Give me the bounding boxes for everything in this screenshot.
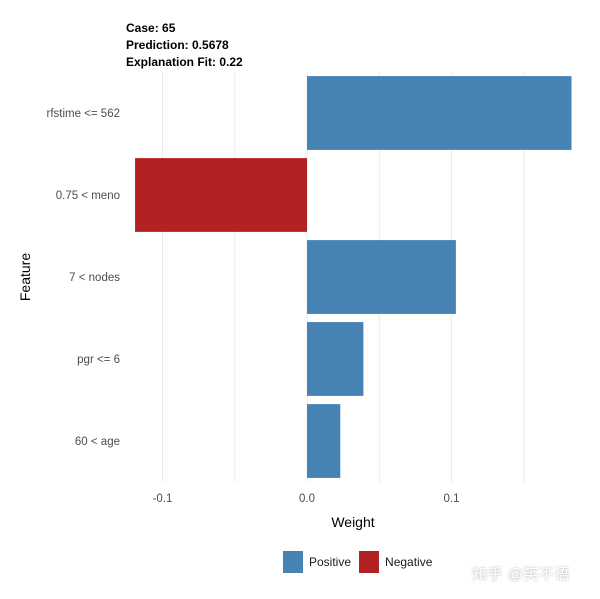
y-tick-label: pgr <= 6 bbox=[77, 354, 120, 366]
y-tick-label: 7 < nodes bbox=[69, 272, 120, 284]
y-tick-label: rfstime <= 562 bbox=[46, 108, 120, 120]
bar-negative bbox=[135, 158, 308, 232]
x-axis-title: Weight bbox=[331, 514, 374, 530]
bar-positive bbox=[307, 76, 572, 150]
prediction-label: Prediction: 0.5678 bbox=[126, 38, 229, 52]
legend-item-positive: Positive bbox=[283, 551, 351, 573]
explanation-fit-label: Explanation Fit: 0.22 bbox=[126, 55, 243, 69]
x-tick-label: 0.1 bbox=[444, 493, 460, 505]
legend: Positive Negative bbox=[283, 551, 440, 573]
bar-positive bbox=[307, 404, 341, 478]
y-axis-title: Feature bbox=[17, 253, 33, 301]
y-tick-label: 60 < age bbox=[75, 436, 120, 448]
x-tick-label: -0.1 bbox=[153, 493, 173, 505]
legend-item-negative: Negative bbox=[359, 551, 432, 573]
x-tick-labels: -0.1 0.0 0.1 bbox=[153, 493, 460, 505]
legend-label-positive: Positive bbox=[309, 555, 352, 569]
case-label: Case: 65 bbox=[126, 21, 176, 35]
legend-swatch-positive bbox=[283, 551, 303, 573]
bar-positive bbox=[307, 240, 456, 314]
y-tick-labels: rfstime <= 562 0.75 < meno 7 < nodes pgr <=… bbox=[46, 108, 120, 448]
legend-label-negative: Negative bbox=[385, 555, 433, 569]
legend-swatch-negative bbox=[359, 551, 380, 573]
x-tick-label: 0.0 bbox=[299, 493, 315, 505]
bars bbox=[135, 76, 572, 478]
y-tick-label: 0.75 < meno bbox=[56, 190, 120, 202]
explanation-header: Case: 65 Prediction: 0.5678 Explanation … bbox=[126, 20, 243, 71]
watermark: 知乎 @笑不语 bbox=[472, 566, 570, 583]
bar-positive bbox=[307, 322, 364, 396]
